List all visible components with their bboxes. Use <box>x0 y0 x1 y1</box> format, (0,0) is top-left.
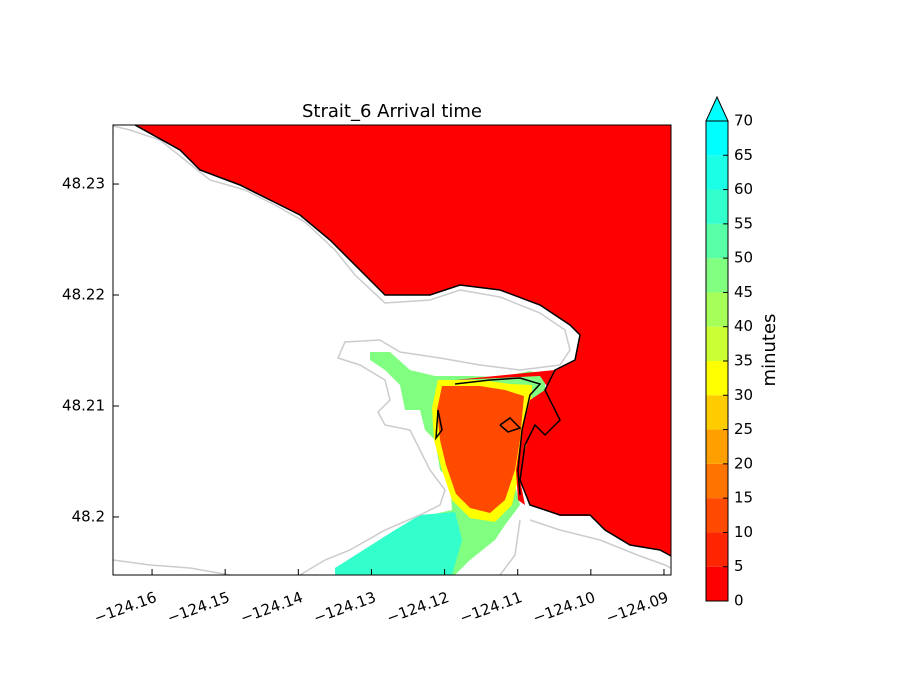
contour-line <box>435 409 443 441</box>
y-tick-label: 48.21 <box>62 396 105 414</box>
colorbar-segment <box>706 463 728 499</box>
colorbar-extend <box>705 95 729 122</box>
y-tick-label: 48.23 <box>62 175 105 193</box>
x-tick-label: −124.11 <box>457 588 524 627</box>
y-tick-label: 48.22 <box>62 286 105 304</box>
colorbar-tick-label: 35 <box>734 352 753 370</box>
x-tick-label: −124.14 <box>238 588 305 627</box>
y-tick-label: 48.2 <box>72 507 105 525</box>
x-tick-label: −124.13 <box>311 588 378 627</box>
coastline <box>499 519 521 576</box>
contour-region <box>437 386 524 513</box>
colorbar-segment <box>706 258 728 293</box>
colorbar-segment <box>706 429 728 464</box>
colorbar-segment <box>706 292 728 327</box>
contour-region <box>135 125 671 556</box>
colorbar-segment <box>706 361 728 396</box>
colorbar-tick-label: 50 <box>734 249 753 267</box>
colorbar-label: minutes <box>759 314 780 387</box>
colorbar-tick-label: 0 <box>734 592 744 610</box>
contour-line <box>499 417 522 433</box>
colorbar-segment <box>706 566 728 601</box>
contour-line <box>134 124 672 557</box>
colorbar-segment <box>706 155 728 190</box>
coastline <box>112 559 231 576</box>
colorbar-tick-label: 10 <box>734 523 753 541</box>
colorbar-tick-label: 60 <box>734 180 753 198</box>
colorbar-segment <box>706 532 728 567</box>
colorbar-segment <box>706 498 728 533</box>
x-tick-label: −124.16 <box>92 588 159 627</box>
x-tick-label: −124.09 <box>604 588 671 627</box>
colorbar-tick-label: 70 <box>734 112 753 130</box>
colorbar-tick-label: 20 <box>734 454 753 472</box>
x-tick-label: −124.12 <box>384 588 451 627</box>
colorbar-segment <box>706 121 728 156</box>
colorbar-tick-label: 5 <box>734 557 744 575</box>
x-tick-label: −124.15 <box>165 588 232 627</box>
contour-line <box>454 377 542 496</box>
coastline <box>112 125 571 366</box>
plot-frame <box>112 124 672 576</box>
colorbar-segment <box>706 223 728 259</box>
colorbar-tick-label: 65 <box>734 146 753 164</box>
colorbar-tick-label: 45 <box>734 283 753 301</box>
colorbar-segment <box>706 189 728 224</box>
x-tick-label: −124.10 <box>530 588 597 627</box>
colorbar-tick-label: 30 <box>734 386 753 404</box>
colorbar-tick-label: 55 <box>734 214 753 232</box>
colorbar-segment <box>706 326 728 361</box>
coastline <box>529 519 672 569</box>
colorbar-segment <box>706 395 728 430</box>
chart-title: Strait_6 Arrival time <box>302 101 482 122</box>
contour-region <box>455 370 560 505</box>
colorbar-tick-label: 15 <box>734 489 753 507</box>
contour-region <box>335 512 462 575</box>
coastline <box>299 339 561 576</box>
colorbar-tick-label: 40 <box>734 317 753 335</box>
colorbar-tick-label: 25 <box>734 420 753 438</box>
